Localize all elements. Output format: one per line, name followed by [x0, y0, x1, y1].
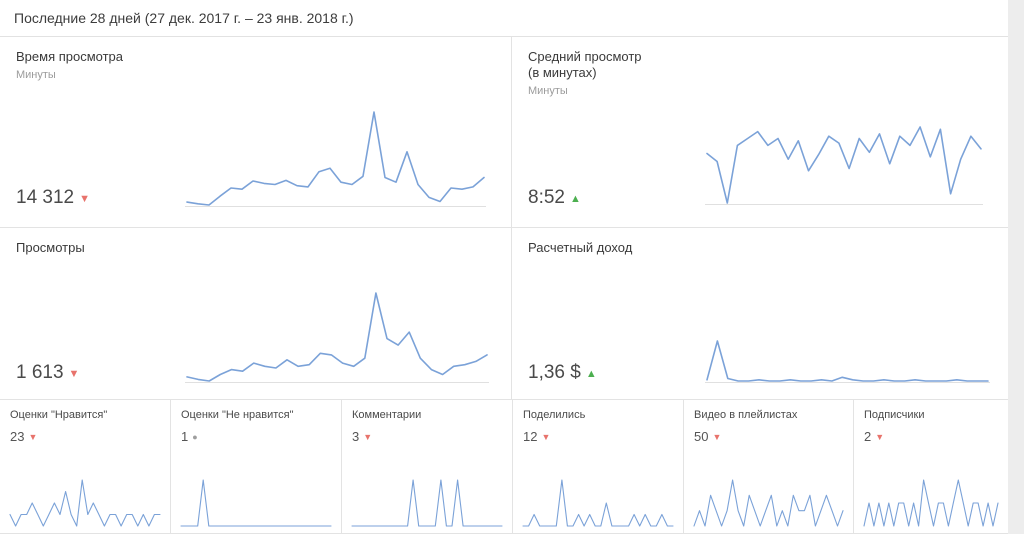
card-title: Оценки "Нравится": [10, 409, 108, 421]
watch-time-card[interactable]: Время просмотра Минуты 14 312 ▼: [0, 37, 511, 227]
trend-down-icon: ▼: [79, 193, 91, 205]
date-range-label[interactable]: Последние 28 дней (27 дек. 2017 г. – 23 …: [14, 10, 354, 26]
metric-number: 12: [523, 429, 538, 444]
trend-down-icon: ▼: [541, 432, 551, 442]
likes-sparkline: [8, 478, 162, 528]
trend-neutral-icon: ●: [192, 432, 198, 442]
metric-number: 3: [352, 429, 360, 444]
views-chart: [185, 291, 489, 383]
card-title: Видео в плейлистах: [694, 409, 798, 421]
avg-view-duration-card[interactable]: Средний просмотр (в минутах) Минуты 8:52…: [512, 37, 1008, 227]
secondary-metrics-row: Оценки "Нравится" 23 ▼ Оценки "Не нравитс…: [0, 400, 1008, 533]
metric-number: 1,36 $: [528, 362, 581, 383]
card-title: Подписчики: [864, 409, 925, 421]
card-title: Средний просмотр: [528, 49, 642, 64]
shares-sparkline: [521, 478, 675, 528]
views-card[interactable]: Просмотры 1 613 ▼: [0, 228, 511, 399]
card-subtitle: Минуты: [528, 85, 568, 97]
trend-down-icon: ▼: [712, 432, 722, 442]
metric-value: 1,36 $ ▲: [528, 362, 597, 384]
trend-up-icon: ▲: [585, 368, 597, 380]
metric-number: 23: [10, 429, 25, 444]
subscribers-card[interactable]: Подписчики 2 ▼: [854, 400, 1008, 533]
metric-value: 50 ▼: [694, 429, 843, 444]
card-title: Просмотры: [16, 240, 85, 255]
subscribers-sparkline: [862, 478, 1000, 528]
comments-sparkline: [350, 478, 504, 528]
card-title: Комментарии: [352, 409, 422, 421]
metric-value: 12 ▼: [523, 429, 673, 444]
metric-value: 1 ●: [181, 429, 331, 444]
metric-value: 23 ▼: [10, 429, 160, 444]
metric-value: 1 613 ▼: [16, 362, 79, 384]
trend-down-icon: ▼: [28, 432, 38, 442]
metric-value: 14 312 ▼: [16, 187, 90, 209]
metric-number: 2: [864, 429, 872, 444]
videos-in-playlists-sparkline: [692, 478, 845, 528]
metric-number: 1 613: [16, 362, 64, 383]
shares-card[interactable]: Поделились 12 ▼: [513, 400, 683, 533]
main-metrics-grid: Время просмотра Минуты 14 312 ▼ Средний п…: [0, 37, 1008, 399]
metric-number: 14 312: [16, 187, 75, 208]
metric-number: 8:52: [528, 187, 565, 208]
card-title: Расчетный доход: [528, 240, 633, 255]
comments-card[interactable]: Комментарии 3 ▼: [342, 400, 512, 533]
likes-card[interactable]: Оценки "Нравится" 23 ▼: [0, 400, 170, 533]
card-subtitle: Минуты: [16, 69, 56, 81]
metric-value: 3 ▼: [352, 429, 502, 444]
watch-time-chart: [185, 110, 486, 207]
metric-value: 2 ▼: [864, 429, 998, 444]
metric-value: 8:52 ▲: [528, 187, 581, 209]
date-range-header: Последние 28 дней (27 дек. 2017 г. – 23 …: [0, 0, 1008, 37]
avg-view-duration-chart: [705, 125, 983, 205]
metric-number: 50: [694, 429, 709, 444]
trend-down-icon: ▼: [363, 432, 373, 442]
card-title-line2: (в минутах): [528, 65, 597, 80]
trend-down-icon: ▼: [875, 432, 885, 442]
estimated-revenue-card[interactable]: Расчетный доход 1,36 $ ▲: [512, 228, 1008, 399]
card-title: Время просмотра: [16, 49, 124, 64]
videos-in-playlists-card[interactable]: Видео в плейлистах 50 ▼: [684, 400, 853, 533]
dislikes-sparkline: [179, 478, 333, 528]
card-title: Оценки "Не нравится": [181, 409, 294, 421]
trend-up-icon: ▲: [569, 193, 581, 205]
metric-number: 1: [181, 429, 189, 444]
dislikes-card[interactable]: Оценки "Не нравится" 1 ●: [171, 400, 341, 533]
trend-down-icon: ▼: [68, 368, 80, 380]
card-title: Поделились: [523, 409, 586, 421]
estimated-revenue-chart: [705, 339, 990, 383]
